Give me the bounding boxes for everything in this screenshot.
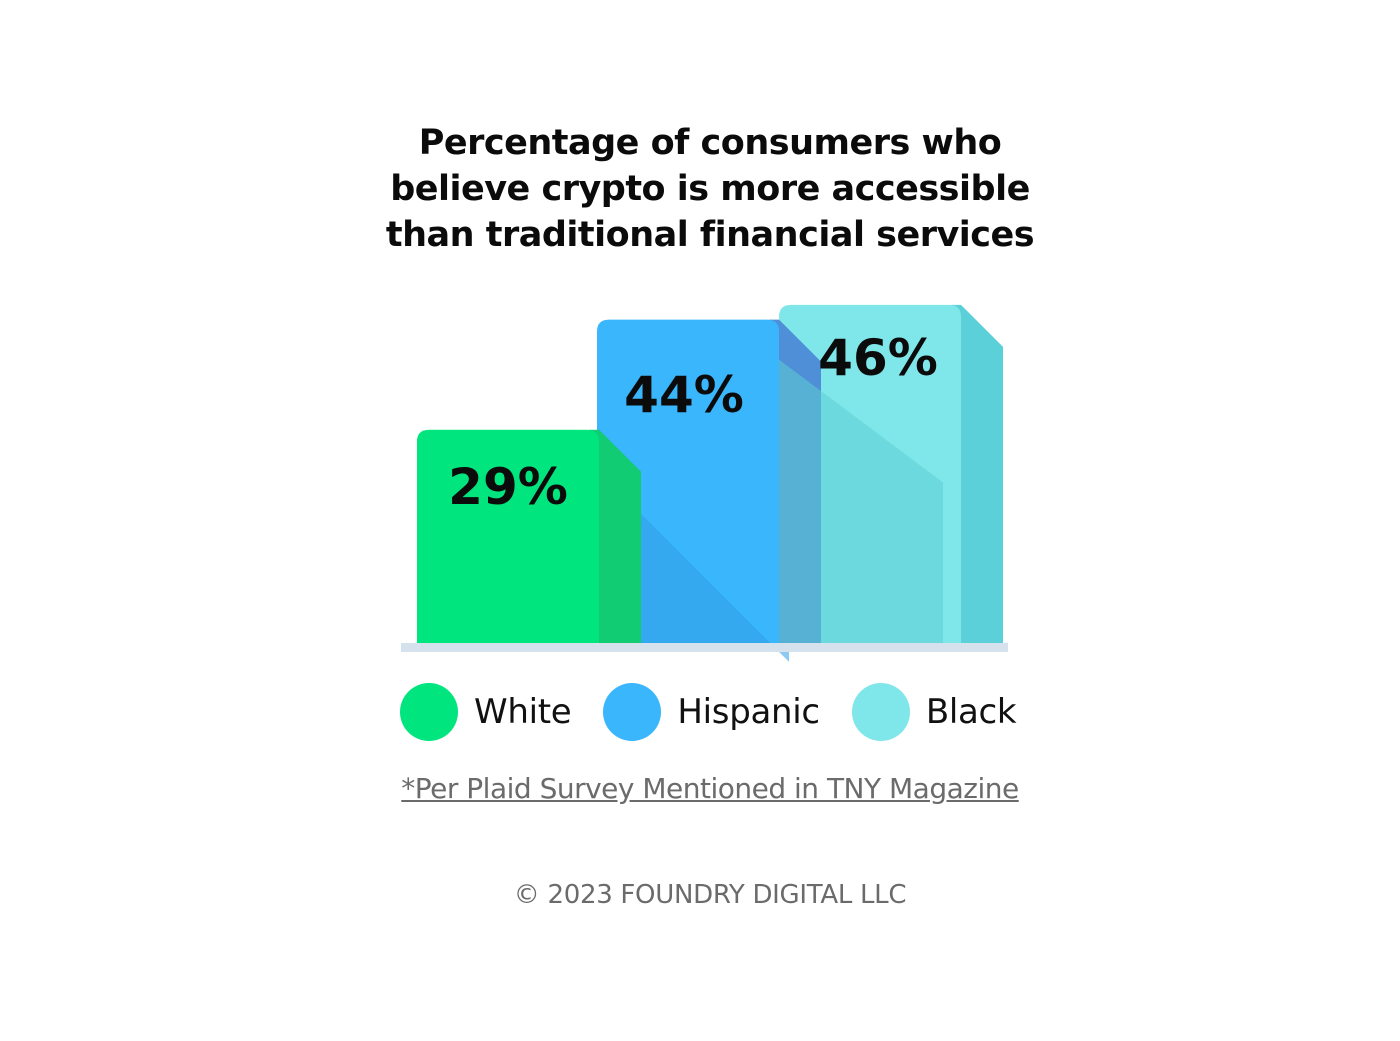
chart-baseline — [401, 643, 1008, 652]
chart-legend: White Hispanic Black — [400, 682, 1017, 742]
copyright-text: © 2023 FOUNDRY DIGITAL LLC — [513, 880, 907, 910]
legend-item-black: Black — [851, 683, 1017, 741]
legend-label-black: Black — [925, 692, 1017, 732]
source-link[interactable]: *Per Plaid Survey Mentioned in TNY Magaz… — [401, 772, 1019, 805]
chart-title-line-1: Percentage of consumers who — [418, 123, 1002, 163]
value-label-black: 46% — [818, 329, 938, 387]
bar-side-white-top — [589, 429, 641, 643]
bar-white-top — [417, 429, 599, 643]
legend-swatch-hispanic — [603, 683, 662, 741]
value-label-hispanic: 44% — [624, 366, 744, 424]
legend-label-white: White — [474, 692, 572, 732]
bar-shadow-hispanic — [597, 469, 789, 662]
legend-swatch-white — [400, 683, 458, 741]
legend-label-hispanic: Hispanic — [677, 692, 820, 732]
value-label-white: 29% — [448, 458, 568, 516]
legend-item-hispanic: Hispanic — [603, 683, 820, 741]
bar-shadow-black — [779, 359, 943, 643]
bar-side-black — [951, 304, 1003, 643]
legend-swatch-black — [851, 683, 910, 741]
legend-item-white: White — [400, 683, 572, 741]
chart-title-line-2: believe crypto is more accessible — [390, 169, 1030, 209]
chart-title-line-3: than traditional financial services — [385, 215, 1035, 255]
chart-title: Percentage of consumers who believe cryp… — [300, 120, 1120, 258]
